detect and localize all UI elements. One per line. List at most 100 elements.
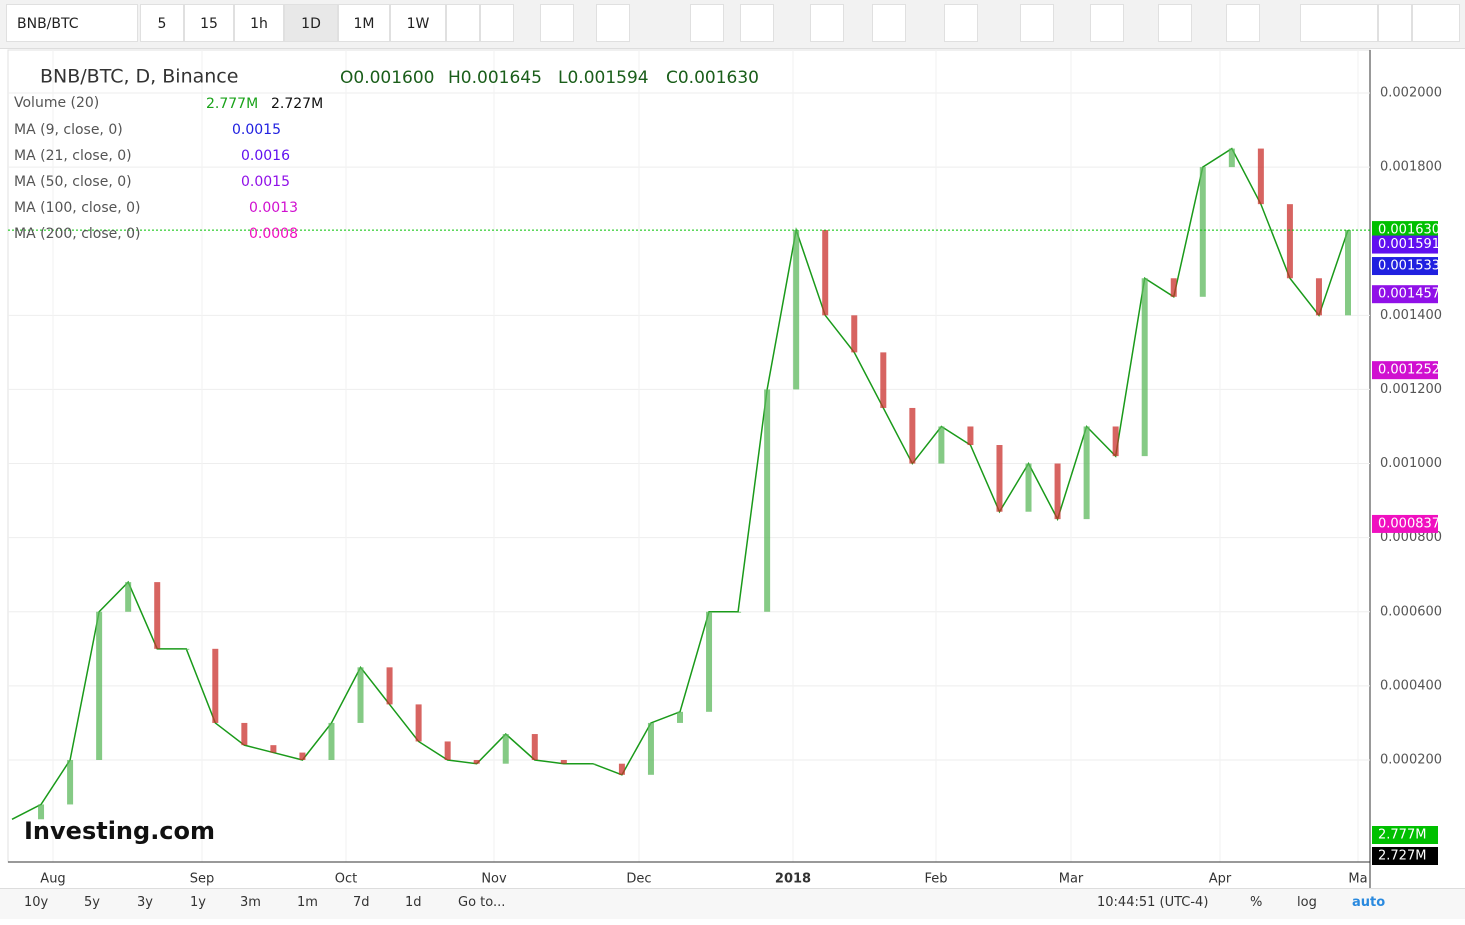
interval-button[interactable]: 15 [184, 4, 234, 42]
candle [618, 763, 625, 775]
candle [299, 752, 306, 760]
candle [241, 722, 248, 746]
goto-button[interactable]: Go to... [458, 895, 506, 910]
candle [909, 407, 916, 464]
ohlc-value: O0.001600 [340, 68, 435, 88]
interval-button[interactable]: 5 [140, 4, 184, 42]
tool-button[interactable] [1226, 4, 1260, 42]
price-tag [1372, 514, 1438, 533]
indicator-value: 0.0016 [241, 148, 290, 164]
scale-option[interactable]: % [1250, 895, 1263, 910]
x-tick-label: Ma [1348, 872, 1367, 887]
candle [415, 704, 422, 742]
y-tick-label: 0.000600 [1380, 604, 1442, 619]
candle [793, 230, 800, 390]
candle [96, 611, 103, 760]
tool-button[interactable] [1412, 4, 1460, 42]
range-button[interactable]: 1d [405, 895, 422, 910]
candle [996, 445, 1003, 512]
candle [328, 722, 335, 760]
candle [444, 741, 451, 760]
candle [1286, 204, 1293, 279]
candle [1054, 463, 1061, 520]
candle [938, 426, 945, 464]
indicator-name: MA (100, close, 0) [14, 200, 141, 216]
y-tick-label: 0.001400 [1380, 308, 1442, 323]
candle [735, 611, 742, 613]
price-tag [1372, 221, 1438, 240]
candle [531, 734, 538, 760]
legend-title: BNB/BTC, D, Binance [40, 66, 238, 88]
y-tick-label: 0.000800 [1380, 530, 1442, 545]
candle [967, 426, 974, 446]
x-tick-label: Oct [335, 872, 357, 887]
interval-button[interactable]: 1h [234, 4, 284, 42]
price-tag-label: 0.001252 [1378, 363, 1440, 378]
tool-button[interactable] [1020, 4, 1054, 42]
tool-button[interactable] [872, 4, 906, 42]
candle [706, 611, 713, 712]
candle [1257, 148, 1264, 205]
y-tick-label: 0.000200 [1380, 752, 1442, 767]
tool-button[interactable] [480, 4, 514, 42]
tool-button[interactable] [944, 4, 978, 42]
tool-button[interactable] [690, 4, 724, 42]
clock: 10:44:51 (UTC-4) [1097, 895, 1209, 910]
indicator-value: 0.0015 [232, 122, 281, 138]
range-button[interactable]: 3m [240, 895, 261, 910]
tool-button[interactable] [740, 4, 774, 42]
indicator-name: MA (21, close, 0) [14, 148, 132, 164]
x-tick-label: 2018 [775, 872, 811, 887]
volume-tag-label: 2.777M [1378, 828, 1426, 843]
candle [38, 804, 45, 820]
tool-button[interactable] [1090, 4, 1124, 42]
candle [1345, 230, 1351, 316]
indicator-value: 0.0013 [249, 200, 298, 216]
candle [1141, 278, 1148, 457]
ohlc-value: C0.001630 [666, 68, 759, 88]
tool-button[interactable] [1300, 4, 1378, 42]
range-button[interactable]: 5y [84, 895, 100, 910]
x-tick-label: Apr [1209, 872, 1232, 887]
volume-value: 2.727M [271, 96, 323, 112]
x-tick-label: Nov [481, 872, 507, 887]
interval-button[interactable]: 1W [390, 4, 446, 42]
indicator-name: MA (200, close, 0) [14, 226, 141, 242]
scale-option[interactable]: log [1297, 895, 1317, 910]
x-tick-label: Feb [924, 872, 947, 887]
range-button[interactable]: 7d [353, 895, 370, 910]
candle [560, 759, 567, 764]
tool-button[interactable] [1378, 4, 1412, 42]
range-button[interactable]: 1m [297, 895, 318, 910]
volume-tag-label: 2.727M [1378, 849, 1426, 864]
scale-option[interactable]: auto [1352, 895, 1386, 910]
indicator-name: MA (9, close, 0) [14, 122, 123, 138]
candle [677, 711, 683, 723]
ohlc-value: H0.001645 [448, 68, 542, 88]
tool-button[interactable] [446, 4, 480, 42]
candle [1083, 426, 1090, 520]
volume-tag [1372, 826, 1438, 844]
tool-button[interactable] [540, 4, 574, 42]
indicator-value: 0.0015 [241, 174, 290, 190]
price-tag-label: 0.001630 [1378, 223, 1440, 238]
candle [154, 582, 161, 649]
candle [1228, 148, 1235, 168]
range-button[interactable]: 3y [137, 895, 153, 910]
tool-button[interactable] [810, 4, 844, 42]
candle [1112, 426, 1119, 457]
candle [764, 389, 771, 612]
x-tick-label: Aug [40, 872, 65, 887]
chart: 0.002000 0.001800 0.001400 0.001200 0.001000… [7, 49, 1442, 888]
interval-button[interactable]: 1D [284, 4, 338, 42]
price-tag-label: 0.001533 [1378, 259, 1440, 274]
symbol-box[interactable]: BNB/BTC [6, 4, 138, 42]
price-tag [1372, 285, 1438, 304]
candle [1170, 278, 1177, 297]
tool-button[interactable] [596, 4, 630, 42]
range-button[interactable]: 10y [24, 895, 49, 910]
interval-button[interactable]: 1M [338, 4, 390, 42]
range-button[interactable]: 1y [190, 895, 206, 910]
candle [67, 759, 74, 805]
tool-button[interactable] [1158, 4, 1192, 42]
